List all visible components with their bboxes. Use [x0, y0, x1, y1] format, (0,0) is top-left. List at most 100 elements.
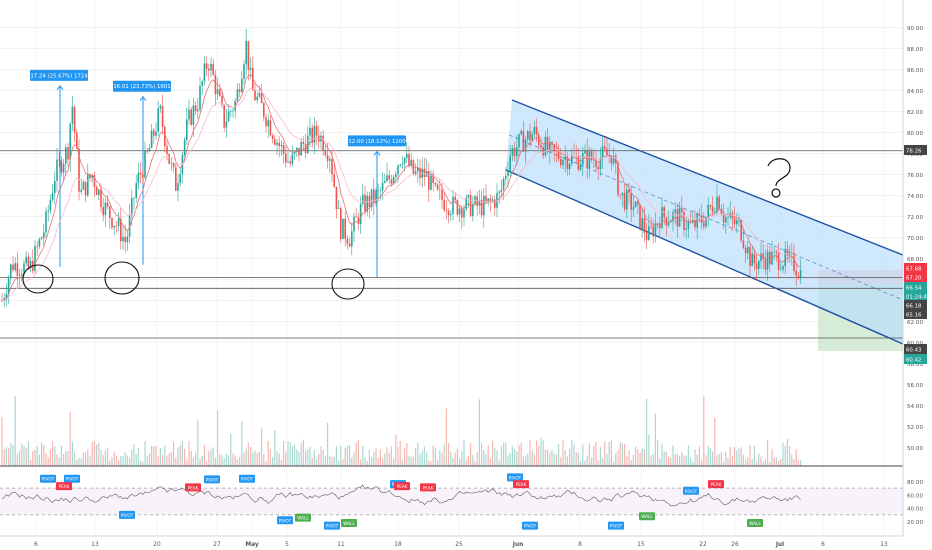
candle-body [707, 205, 709, 217]
candle-body [148, 147, 151, 152]
candle-body [751, 253, 753, 267]
candle-body [324, 151, 327, 155]
volume-bar [564, 450, 566, 466]
volume-bar [566, 456, 568, 466]
volume-bar [426, 452, 428, 466]
candle-body [100, 189, 102, 208]
volume-bar [71, 441, 73, 466]
volume-bar [43, 445, 45, 466]
candle-body [564, 156, 566, 161]
candle-body [16, 263, 19, 276]
candle-body [291, 153, 294, 164]
volume-bar [351, 457, 353, 466]
volume-bar [577, 453, 579, 466]
time-tick-label: 18 [394, 542, 402, 548]
candle-body [344, 218, 346, 239]
volume-bar [8, 448, 10, 466]
volume-bar [421, 451, 423, 466]
candle-body [450, 213, 452, 216]
oscillator-marker [204, 475, 220, 484]
candle-body [533, 126, 536, 135]
volume-bar [197, 419, 199, 466]
volume-bar [472, 455, 474, 466]
volume-bar [217, 410, 219, 466]
time-axis[interactable]: 6 13 20 27 May 5 11 18 25 Jun 8 15 22 26 Jul 6 13 [34, 542, 888, 548]
volume-bar [118, 459, 120, 466]
candle-body [73, 106, 76, 133]
volume-bar [661, 443, 663, 466]
volume-bar [318, 453, 320, 466]
volume-bar [159, 448, 161, 466]
candle-body [681, 207, 683, 213]
candle-body [791, 252, 793, 253]
volume-bar [536, 440, 538, 466]
candle-body [531, 134, 533, 141]
candle-body [315, 125, 318, 136]
volume-bar [571, 440, 573, 466]
volume-bar [632, 454, 634, 466]
candle-body [507, 171, 509, 176]
volume-bar [430, 461, 432, 466]
volume-bar [558, 444, 560, 466]
candle-body [764, 259, 767, 270]
candle-body [14, 263, 16, 271]
candle-body [38, 239, 41, 247]
candle-body [168, 154, 170, 164]
volume-bar [595, 442, 597, 466]
candle-body [333, 174, 335, 187]
candle-body [199, 85, 201, 110]
candle-body [285, 153, 287, 163]
candle-body [335, 186, 338, 210]
volume-bar [780, 458, 782, 466]
volume-bar [16, 454, 18, 466]
candle-body [280, 144, 283, 147]
price-label-tag [904, 263, 927, 273]
time-tick-label: 13 [880, 542, 888, 548]
volume-bar [157, 456, 159, 466]
hand-drawn-annotations[interactable]: ? [22, 158, 791, 300]
volume-bar [327, 422, 329, 466]
candle-body [648, 226, 650, 240]
volume-bar [25, 447, 27, 466]
volume-bar [186, 459, 188, 466]
candle-body [700, 215, 703, 223]
oscillator-marker-label: PIVOT [524, 524, 537, 529]
candle-body [419, 167, 421, 178]
candle-body [498, 191, 500, 193]
oscillator-marker-label: PEAK [188, 485, 199, 490]
moving-average-lines [1, 73, 801, 302]
volume-bar [525, 456, 527, 466]
volume-bar [487, 445, 489, 466]
candle-body [410, 160, 412, 166]
candle-body [447, 210, 450, 216]
time-tick-label: 11 [337, 542, 345, 548]
volume-bar [423, 446, 425, 466]
candle-body [95, 187, 98, 195]
oscillator-panel[interactable]: PIVOT PIVOT PEAK PIVOT PEAK PIVOT PIVOT PIVOT WA… [0, 473, 903, 530]
volume-bar [98, 443, 100, 466]
volume-bar [712, 451, 714, 466]
parallel-channel[interactable] [505, 99, 904, 345]
candle-body [386, 175, 388, 181]
candle-body [441, 190, 443, 201]
candle-body [524, 139, 527, 152]
candle-body [247, 40, 250, 70]
volume-bar [247, 442, 249, 466]
volume-bar [617, 449, 619, 466]
measurement-tools[interactable]: 17.24 (25.67%) 1724 16.01 (23.73%) 1601 12… [30, 69, 406, 278]
volume-bar [36, 446, 38, 466]
candle-body [716, 196, 718, 213]
horizontal-levels[interactable] [0, 150, 903, 339]
oscillator-marker [639, 512, 655, 521]
oscillator-axis[interactable]: 80.00 60.00 40.00 20.00 [907, 480, 923, 526]
candle-body [3, 298, 5, 301]
volume-bar [107, 447, 109, 466]
price-tick-label: 50.00 [907, 446, 923, 452]
oscillator-marker [56, 482, 72, 491]
candle-body [538, 134, 540, 145]
candle-body [549, 141, 551, 151]
candle-body [342, 218, 344, 239]
time-tick-label: 13 [91, 542, 99, 548]
measure-label-box [348, 135, 406, 147]
